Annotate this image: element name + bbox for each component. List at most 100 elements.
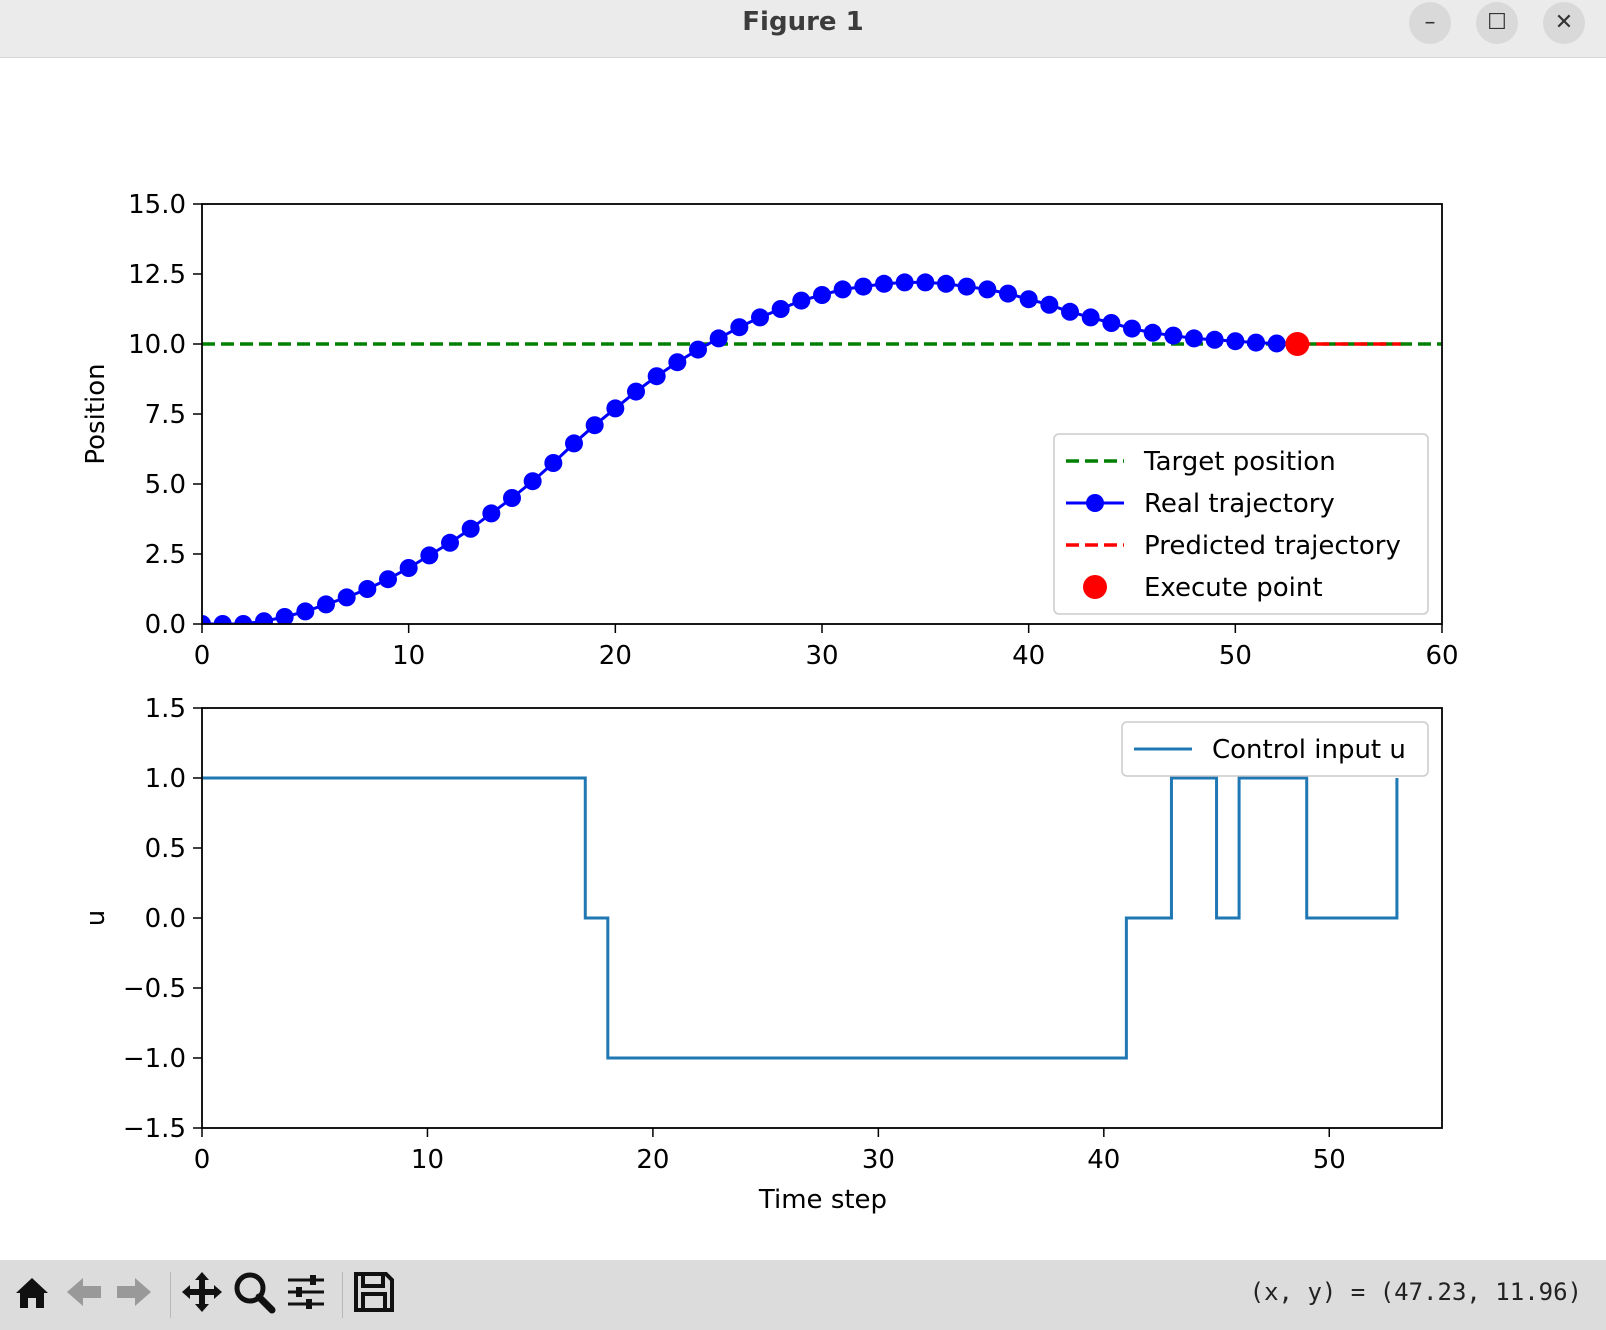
y-tick-label: 0.0 <box>145 904 186 934</box>
forward-icon <box>117 1278 151 1306</box>
data-point <box>833 280 852 299</box>
x-tick-label: 60 <box>1425 641 1458 671</box>
data-point <box>379 570 397 589</box>
back-button[interactable] <box>62 1270 106 1314</box>
y-tick-label: −1.5 <box>123 1114 186 1144</box>
y-tick-label: −0.5 <box>123 974 186 1004</box>
close-button[interactable]: ✕ <box>1543 2 1585 44</box>
x-tick-label: 0 <box>194 641 211 671</box>
save-button[interactable] <box>352 1270 396 1314</box>
figure-svg[interactable]: 0 10 20 30 40 50 60 0.0 2.5 5.0 7.5 10.0 12.5 15.0 Pos… <box>0 58 1606 1260</box>
plot-area <box>202 273 1442 624</box>
data-point <box>565 434 583 453</box>
y-tick-label: 1.5 <box>145 694 186 724</box>
data-point <box>482 504 501 523</box>
y-tick-label: 5.0 <box>145 470 186 500</box>
data-point <box>1267 334 1286 353</box>
legend-handle-marker <box>1086 494 1104 512</box>
maximize-button[interactable]: ☐ <box>1476 2 1518 44</box>
data-point <box>999 284 1017 303</box>
y-axis-label: u <box>81 910 111 926</box>
toolbar-separator <box>170 1272 171 1318</box>
y-tick-label: 12.5 <box>128 260 186 290</box>
legend-label: Control input u <box>1212 735 1406 765</box>
data-point <box>1081 308 1100 327</box>
back-icon <box>67 1278 101 1306</box>
data-point <box>1164 326 1183 345</box>
data-point <box>441 533 459 552</box>
legend-box <box>1121 721 1429 777</box>
data-point <box>751 308 769 327</box>
y-tick-label: 1.0 <box>145 764 186 794</box>
x-tick-label: 30 <box>805 641 838 671</box>
configure-subplots-button[interactable] <box>284 1270 328 1314</box>
data-point <box>523 472 542 491</box>
data-point <box>668 353 687 372</box>
y-tick-label: 0.5 <box>145 834 186 864</box>
zoom-icon <box>234 1272 276 1314</box>
minimize-button[interactable]: – <box>1409 2 1451 44</box>
home-button[interactable] <box>10 1270 54 1314</box>
data-point <box>1205 330 1224 349</box>
x-tick-label: 20 <box>636 1145 669 1175</box>
data-point <box>895 273 914 292</box>
data-point <box>771 300 790 318</box>
data-point <box>627 382 645 401</box>
y-tick-label: 0.0 <box>145 610 186 640</box>
x-axis-label: Time step <box>758 1185 887 1215</box>
legend-handle-marker <box>1083 575 1107 599</box>
cursor-coordinates: (x, y) = (47.23, 11.96) <box>1249 1278 1582 1306</box>
home-icon <box>16 1278 48 1308</box>
toolbar-separator <box>342 1272 343 1318</box>
data-point <box>1102 314 1121 332</box>
data-point <box>358 580 377 598</box>
legend: Control input u <box>1121 721 1429 777</box>
y-tick-label: 10.0 <box>128 330 186 360</box>
data-point <box>296 602 315 621</box>
data-point <box>606 399 625 418</box>
save-icon <box>354 1272 394 1312</box>
x-tick-label: 50 <box>1219 641 1252 671</box>
execute-point <box>1285 332 1310 356</box>
data-point <box>937 274 955 293</box>
navigation-toolbar: (x, y) = (47.23, 11.96) <box>0 1260 1606 1330</box>
configure-icon <box>288 1275 324 1309</box>
pan-button[interactable] <box>180 1270 224 1314</box>
data-point <box>792 291 811 310</box>
x-tick-label: 50 <box>1313 1145 1346 1175</box>
data-point <box>213 615 232 624</box>
x-tick-label: 10 <box>411 1145 444 1175</box>
x-tick-label: 40 <box>1087 1145 1120 1175</box>
data-point <box>647 367 666 386</box>
data-point <box>317 595 335 614</box>
data-point <box>916 273 935 292</box>
y-tick-label: 2.5 <box>145 540 186 570</box>
data-point <box>854 277 873 296</box>
title-bar[interactable]: Figure 1 – ☐ ✕ <box>0 0 1606 58</box>
data-point <box>978 280 997 299</box>
data-point <box>1185 329 1203 348</box>
window-title: Figure 1 <box>742 7 864 37</box>
data-point <box>337 588 356 607</box>
data-point <box>709 329 728 348</box>
legend-box <box>1053 433 1429 615</box>
data-point <box>275 608 294 624</box>
data-point <box>234 615 253 624</box>
subplot-2: 0 10 20 30 40 50 −1.5 −1.0 −0.5 0.0 0.5 1.0 1.5 u Time… <box>81 694 1443 1215</box>
x-tick-label: 20 <box>599 641 632 671</box>
data-point <box>1040 295 1059 314</box>
data-point <box>1061 302 1079 321</box>
data-point <box>503 489 521 507</box>
plot-area <box>202 776 1399 1060</box>
x-tick-label: 10 <box>392 641 425 671</box>
data-point <box>585 416 604 435</box>
data-point <box>813 286 831 304</box>
y-axis-label: Position <box>81 363 111 464</box>
legend-label: Execute point <box>1144 573 1323 603</box>
y-tick-label: 15.0 <box>128 190 186 220</box>
data-point <box>689 340 707 359</box>
zoom-button[interactable] <box>232 1270 276 1314</box>
forward-button[interactable] <box>112 1270 156 1314</box>
figure-canvas[interactable]: 0 10 20 30 40 50 60 0.0 2.5 5.0 7.5 10.0 12.5 15.0 Pos… <box>0 58 1606 1260</box>
